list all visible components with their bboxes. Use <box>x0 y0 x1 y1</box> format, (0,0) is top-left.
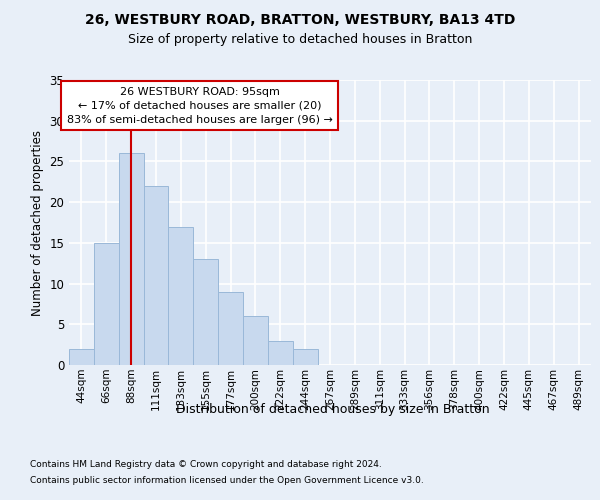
Bar <box>293 348 317 365</box>
Bar <box>119 154 143 365</box>
Bar <box>268 340 293 365</box>
Bar <box>169 226 193 365</box>
Text: 26, WESTBURY ROAD, BRATTON, WESTBURY, BA13 4TD: 26, WESTBURY ROAD, BRATTON, WESTBURY, BA… <box>85 12 515 26</box>
Bar <box>143 186 169 365</box>
Bar <box>94 243 119 365</box>
Bar <box>243 316 268 365</box>
Bar <box>218 292 243 365</box>
Text: Contains HM Land Registry data © Crown copyright and database right 2024.: Contains HM Land Registry data © Crown c… <box>30 460 382 469</box>
Text: 26 WESTBURY ROAD: 95sqm
← 17% of detached houses are smaller (20)
83% of semi-de: 26 WESTBURY ROAD: 95sqm ← 17% of detache… <box>67 86 332 124</box>
Text: Contains public sector information licensed under the Open Government Licence v3: Contains public sector information licen… <box>30 476 424 485</box>
Text: Distribution of detached houses by size in Bratton: Distribution of detached houses by size … <box>176 402 490 415</box>
Y-axis label: Number of detached properties: Number of detached properties <box>31 130 44 316</box>
Bar <box>193 259 218 365</box>
Bar <box>69 348 94 365</box>
Text: Size of property relative to detached houses in Bratton: Size of property relative to detached ho… <box>128 32 472 46</box>
